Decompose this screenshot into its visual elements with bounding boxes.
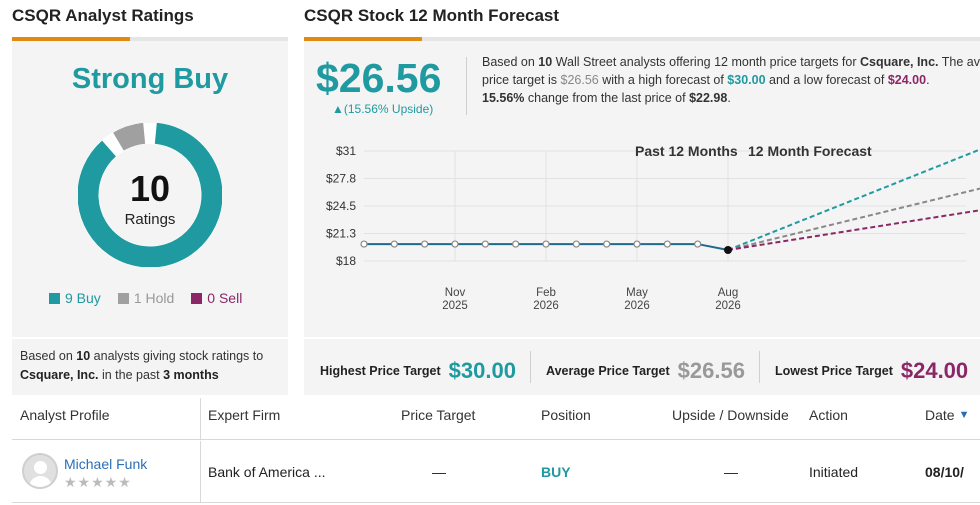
y-tick-label: $31 <box>336 144 356 158</box>
price-point <box>694 240 702 248</box>
chart-grid <box>364 150 966 262</box>
highest-target-value: $30.00 <box>448 358 516 383</box>
col-date-label: Date <box>925 407 955 423</box>
highest-target: Highest Price Target $30.00 <box>320 358 516 384</box>
date-cell: 08/10/ <box>925 464 964 480</box>
analyst-star-rating: ★★★★★ <box>64 474 132 490</box>
x-tick-month: Aug <box>718 287 738 299</box>
col-position[interactable]: Position <box>541 407 591 423</box>
action-cell: Initiated <box>809 464 859 480</box>
col-date[interactable]: Date ▼ <box>925 407 969 423</box>
left-tab-indicator <box>12 37 288 41</box>
x-tick-month: May <box>626 287 648 299</box>
y-tick-label: $27.8 <box>326 172 356 186</box>
position-cell: BUY <box>541 464 571 480</box>
col-analyst-profile[interactable]: Analyst Profile <box>20 407 110 423</box>
price-point <box>390 240 398 248</box>
ratings-footer-text: Based on 10 analysts giving stock rating… <box>20 349 264 382</box>
legend-sell-label: 0 Sell <box>207 290 243 306</box>
row-divider <box>200 441 201 503</box>
x-tick-year: 2026 <box>533 300 559 312</box>
chart-y-axis: $31 $27.8 $24.5 $21.3 $18 <box>326 144 356 268</box>
consensus-rating: Strong Buy <box>71 63 229 95</box>
legend-buy-label: 9 Buy <box>65 290 101 306</box>
analyst-ratings-title: CSQR Analyst Ratings <box>12 6 194 25</box>
price-point <box>603 240 611 248</box>
highest-target-label: Highest Price Target <box>320 364 441 378</box>
legend-hold-label: 1 Hold <box>133 290 175 306</box>
lowest-target-label: Lowest Price Target <box>775 364 893 378</box>
forecast-panel: $26.56 ▲(15.56% Upside) Based on 10 Wall… <box>304 41 980 337</box>
analyst-name-link[interactable]: Michael Funk <box>64 456 148 472</box>
right-tab-indicator <box>304 37 980 41</box>
table-header: Analyst Profile Expert Firm Price Target… <box>12 398 980 440</box>
lowest-target-value: $24.00 <box>900 358 969 383</box>
hold-swatch-icon <box>117 292 129 304</box>
lowest-target: Lowest Price Target $24.00 <box>775 358 968 384</box>
forecast-title: CSQR Stock 12 Month Forecast <box>304 6 560 25</box>
upside-cell: — <box>724 464 738 480</box>
col-price-target[interactable]: Price Target <box>401 407 476 423</box>
col-action[interactable]: Action <box>809 407 848 423</box>
last-price-point <box>724 246 732 254</box>
price-point <box>663 240 671 248</box>
ratings-count: 10 <box>130 168 170 209</box>
legend-buy: 9 Buy <box>49 290 101 306</box>
y-tick-label: $18 <box>336 254 356 268</box>
legend-hold: 1 Hold <box>117 290 175 306</box>
expert-firm: Bank of America ... <box>208 464 326 480</box>
forecast-summary: Based on 10 Wall Street analysts offerin… <box>482 55 980 105</box>
ratings-donut: 10 Ratings <box>78 123 222 267</box>
price-target: $26.56 <box>316 55 442 101</box>
price-point <box>542 240 550 248</box>
ratings-label: Ratings <box>125 211 176 228</box>
col-divider <box>200 398 201 440</box>
x-tick-year: 2026 <box>715 300 741 312</box>
donut-hold-segment <box>113 123 146 151</box>
average-target-label: Average Price Target <box>546 364 670 378</box>
ratings-panel: Strong Buy 10 Ratings 9 Buy 1 Hold 0 Sel… <box>12 41 288 337</box>
x-tick-year: 2025 <box>442 300 468 312</box>
table-row[interactable]: Michael Funk ★★★★★ Bank of America ... —… <box>12 441 980 503</box>
x-tick-month: Nov <box>445 287 466 299</box>
x-tick-month: Feb <box>536 287 556 299</box>
chart-header-forecast: 12 Month Forecast <box>748 143 872 159</box>
col-expert-firm[interactable]: Expert Firm <box>208 407 281 423</box>
ratings-legend: 9 Buy 1 Hold 0 Sell <box>49 290 242 306</box>
forecast-lines <box>727 148 980 251</box>
price-point <box>421 240 429 248</box>
y-tick-label: $24.5 <box>326 199 356 213</box>
price-history-series <box>360 240 732 254</box>
target-divider-1 <box>530 351 531 383</box>
price-target-cell: — <box>432 464 446 480</box>
ratings-footer: Based on 10 analysts giving stock rating… <box>12 339 288 395</box>
avatar[interactable] <box>22 453 58 489</box>
forecast-line-low <box>727 209 980 251</box>
upside-percent: ▲(15.56% Upside) <box>332 102 434 116</box>
sort-down-icon[interactable]: ▼ <box>958 409 970 421</box>
price-point <box>572 240 580 248</box>
x-tick-year: 2026 <box>624 300 650 312</box>
price-point <box>633 240 641 248</box>
average-target: Average Price Target $26.56 <box>546 358 745 384</box>
sell-swatch-icon <box>191 292 203 304</box>
buy-swatch-icon <box>49 292 60 304</box>
col-upside-downside[interactable]: Upside / Downside <box>672 407 789 423</box>
targets-row: Highest Price Target $30.00 Average Pric… <box>304 339 980 395</box>
legend-sell: 0 Sell <box>191 290 242 306</box>
forecast-line-average <box>727 187 980 251</box>
forecast-line-high <box>727 148 980 251</box>
summary-divider <box>466 57 467 115</box>
price-point <box>360 240 368 248</box>
donut-buy-segment <box>78 123 222 267</box>
chart-header-past: Past 12 Months <box>635 143 738 159</box>
y-tick-label: $21.3 <box>326 227 356 241</box>
target-divider-2 <box>759 351 760 383</box>
price-point <box>451 240 459 248</box>
price-point <box>512 240 520 248</box>
price-point <box>481 240 489 248</box>
forecast-chart: Past 12 Months 12 Month Forecast $31 $27.… <box>326 143 980 312</box>
average-target-value: $26.56 <box>677 358 745 383</box>
